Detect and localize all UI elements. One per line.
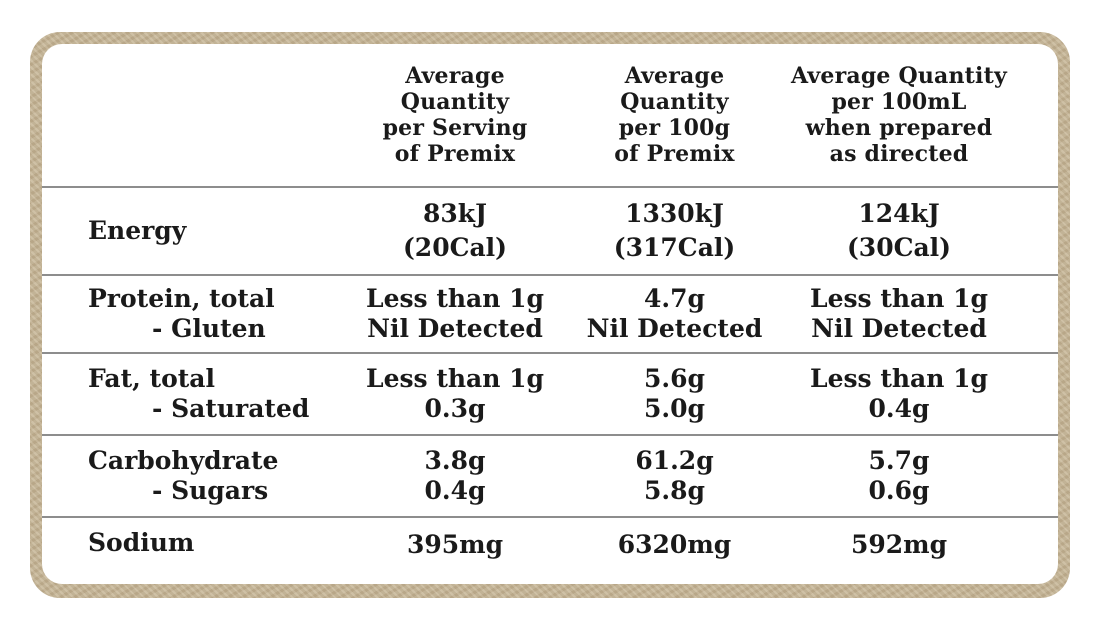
value-cell: Less than 1g 0.4g (779, 354, 1019, 434)
value-cell: 592mg (779, 518, 1019, 584)
table-row-carbohydrate: Carbohydrate - Sugars 3.8g 0.4g 61.2g 5.… (42, 434, 1058, 516)
row-label-cell: Fat, total - Saturated (42, 354, 342, 434)
value-line: 0.6g (868, 476, 930, 505)
value-line: 5.8g (644, 476, 705, 505)
value-cell: 61.2g 5.8g (577, 436, 772, 516)
value-cell: 83kJ (20Cal) (355, 188, 555, 274)
table-row-sodium: Sodium 395mg 6320mg 592mg (42, 516, 1058, 584)
row-label: Protein, total (88, 284, 275, 313)
row-sublabel: - Sugars (152, 476, 269, 505)
value-cell: Less than 1g Nil Detected (355, 276, 555, 352)
row-label-cell: Protein, total - Gluten (42, 276, 342, 352)
value-line: (30Cal) (846, 233, 952, 262)
row-label-cell: Energy (42, 188, 342, 274)
value-line: 395mg (406, 530, 504, 559)
value-line: 6320mg (617, 530, 732, 559)
value-line: Nil Detected (811, 314, 987, 343)
value-line: 5.6g (644, 364, 705, 393)
column-header-text: Average Quantity per Serving of Premix (382, 63, 528, 167)
column-header-text: Average Quantity per 100g of Premix (614, 63, 735, 167)
row-label-cell: Carbohydrate - Sugars (42, 436, 342, 516)
value-line: 0.4g (868, 394, 930, 423)
table-row-energy: Energy 83kJ (20Cal) 1330kJ (317Cal) 124k… (42, 186, 1058, 274)
value-line: 5.0g (644, 394, 705, 423)
value-cell: 4.7g Nil Detected (577, 276, 772, 352)
value-cell: Less than 1g 0.3g (355, 354, 555, 434)
row-label: Energy (88, 216, 187, 245)
value-line: 3.8g (424, 446, 486, 475)
column-header-per-serving: Average Quantity per Serving of Premix (355, 44, 555, 186)
row-sublabel: - Gluten (152, 314, 266, 343)
row-label: Carbohydrate (88, 446, 279, 475)
value-line: 5.7g (868, 446, 930, 475)
value-cell: 5.7g 0.6g (779, 436, 1019, 516)
value-line: 4.7g (644, 284, 705, 313)
value-cell: 5.6g 5.0g (577, 354, 772, 434)
row-label: Fat, total (88, 364, 216, 393)
row-sublabel: - Saturated (152, 394, 310, 423)
value-line: Less than 1g (809, 284, 988, 313)
value-line: 61.2g (635, 446, 714, 475)
header-row: Average Quantity per Serving of Premix A… (42, 44, 1058, 186)
value-line: 592mg (850, 530, 948, 559)
row-label-cell: Sodium (42, 518, 342, 584)
value-line: Less than 1g (365, 364, 544, 393)
value-cell: 6320mg (577, 518, 772, 584)
value-line: 0.4g (424, 476, 486, 505)
value-cell: 124kJ (30Cal) (779, 188, 1019, 274)
column-header-text: Average Quantity per 100mL when prepared… (791, 63, 1007, 167)
value-cell: 3.8g 0.4g (355, 436, 555, 516)
row-label: Sodium (88, 528, 195, 557)
table-row-fat: Fat, total - Saturated Less than 1g 0.3g… (42, 352, 1058, 434)
column-header-per-100ml: Average Quantity per 100mL when prepared… (779, 44, 1019, 186)
value-line: Nil Detected (586, 314, 763, 343)
value-line: Less than 1g (365, 284, 544, 313)
value-cell: Less than 1g Nil Detected (779, 276, 1019, 352)
table-row-protein: Protein, total - Gluten Less than 1g Nil… (42, 274, 1058, 352)
value-line: 83kJ (423, 199, 487, 228)
value-cell: 395mg (355, 518, 555, 584)
value-line: Nil Detected (367, 314, 543, 343)
value-line: 1330kJ (625, 199, 724, 228)
value-line: (20Cal) (402, 233, 508, 262)
nutrition-table: Average Quantity per Serving of Premix A… (42, 44, 1058, 584)
value-line: 0.3g (424, 394, 486, 423)
column-header-per-100g: Average Quantity per 100g of Premix (577, 44, 772, 186)
value-line: Less than 1g (809, 364, 988, 393)
value-line: 124kJ (858, 199, 940, 228)
value-line: (317Cal) (613, 233, 736, 262)
value-cell: 1330kJ (317Cal) (577, 188, 772, 274)
